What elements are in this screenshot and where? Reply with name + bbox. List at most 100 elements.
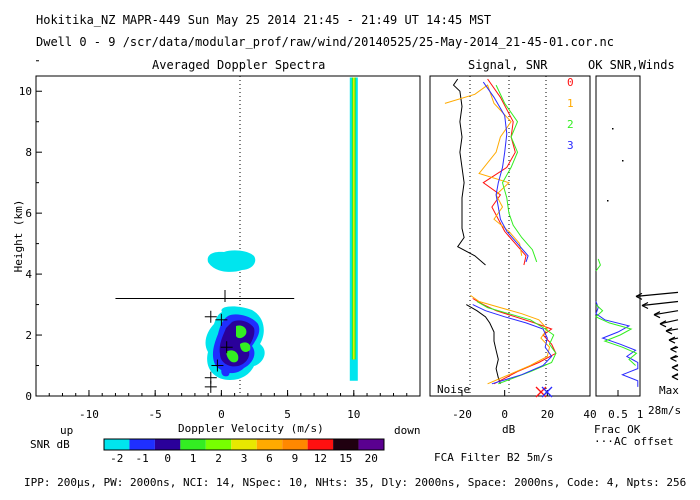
wind-arrow-shaft (653, 310, 679, 316)
spectra-ytick-label: 8 (25, 146, 32, 159)
colorbar-tick-label: -1 (136, 452, 149, 465)
ac-offset-label: AC offset (614, 435, 674, 448)
spectra-xtick-label: 10 (347, 408, 360, 421)
snr-legend-item: 1 (567, 97, 574, 110)
echo-upper-layer (207, 250, 256, 272)
wind-arrow-head (671, 363, 679, 372)
frac-ok-label: Frac OK (594, 423, 641, 436)
wind-arrow-head (635, 292, 643, 300)
snr-title: Signal, SNR (468, 58, 548, 72)
echo-lower-layer (205, 306, 265, 380)
spectra-ytick-label: 4 (25, 268, 32, 281)
frac-ok-a (595, 301, 639, 387)
wind-arrow-head (670, 345, 677, 353)
winds-title: OK SNR,Winds (588, 58, 675, 72)
scatter-dots (607, 128, 624, 202)
colorbar-tick-label: 0 (164, 452, 171, 465)
ok-xtick-label: 1 (637, 408, 644, 421)
snr-xlabel: dB (502, 423, 516, 436)
wind-arrow-head (671, 373, 679, 381)
snr-series (444, 78, 557, 385)
spectra-ylabel: Height (km) (12, 200, 25, 273)
colorbar-swatch (333, 439, 359, 450)
spectra-ytick-label: 0 (25, 390, 32, 403)
wind-arrow-head (653, 311, 661, 319)
spectra-xtick-label: 0 (218, 408, 225, 421)
colorbar-tick-label: 20 (365, 452, 378, 465)
spectra-xtick-label: -5 (149, 408, 162, 421)
wind-arrow-head (670, 354, 677, 362)
wind-arrow-shaft (641, 300, 679, 307)
colorbar-swatch (129, 439, 155, 450)
colorbar-tick-label: 15 (339, 452, 352, 465)
max-value: 28m/s (648, 404, 681, 417)
header-title: Hokitika_NZ MAPR-449 Sun May 25 2014 21:… (36, 13, 491, 27)
snr-x-axis: -20 0 20 40 (452, 390, 597, 421)
footer-params: IPP: 200µs, PW: 2000ns, NCI: 14, NSpec: … (24, 476, 686, 489)
noise-label: Noise (437, 383, 470, 396)
winds-frame (595, 75, 641, 397)
colorbar-swatch (307, 439, 334, 450)
spectra-ytick-label: 10 (19, 85, 32, 98)
colorbar-swatch (154, 439, 181, 450)
wind-vectors (635, 291, 679, 381)
winds-x-axis: 0.5 1 (608, 390, 643, 421)
snr-series-noise (452, 78, 501, 384)
max-label: Max (659, 384, 679, 397)
spectra-x-axis: -10 -5 0 5 10 (48, 390, 408, 421)
snr-xtick-label: 0 (501, 408, 508, 421)
snr-xtick-label: 40 (583, 408, 596, 421)
spectra-title: Averaged Doppler Spectra (152, 58, 325, 72)
spectra-xlabel: Doppler Velocity (m/s) (178, 422, 324, 435)
colorbar-label: SNR dB (30, 438, 70, 451)
colorbar-tick-label: 3 (241, 452, 248, 465)
snr-xtick-label: 20 (541, 408, 554, 421)
spectra-panel: Averaged Doppler Spectra 0 2 4 6 8 10 -10 -5 0 5… (12, 58, 421, 437)
colorbar-tick-label: -2 (110, 452, 123, 465)
wind-arrow-head (641, 301, 649, 310)
colorbar-swatch (282, 439, 308, 450)
colorbar-swatch (104, 439, 130, 450)
snr-series-0 (472, 78, 557, 385)
frac-ok-b (595, 258, 638, 366)
colorbar-tick-label: 2 (215, 452, 222, 465)
snr-series-3 (472, 81, 553, 385)
wind-arrow-head (659, 320, 667, 328)
colorbar-swatch (205, 439, 232, 450)
snr-legend-item: 2 (567, 118, 574, 131)
up-label: up (60, 424, 73, 437)
spectra-xtick-label: -10 (79, 408, 99, 421)
frac-ok-series (595, 258, 639, 387)
filter-label: FCA Filter B2 5m/s (434, 451, 553, 464)
snr-colorbar: SNR dB -2 -1 0 1 2 3 6 9 12 15 20 (30, 438, 385, 465)
snr-series-2 (476, 84, 557, 385)
colorbar-ticks: -2 -1 0 1 2 3 6 9 12 15 20 (110, 452, 378, 465)
colorbar-swatches (103, 438, 385, 451)
header-path: Dwell 0 - 9 /scr/data/modular_prof/raw/w… (36, 35, 614, 49)
ac-offset-marker: ··· (594, 435, 614, 448)
snr-legend-item: 3 (567, 139, 574, 152)
spectra-ytick-label: 2 (25, 329, 32, 342)
noise-column (349, 77, 358, 381)
ok-xtick-label: 0.5 (608, 408, 628, 421)
noise-floor-markers (535, 386, 553, 398)
winds-panel: OK SNR,Winds 0.5 1 Frac OK ··· AC offset … (588, 58, 681, 448)
colorbar-border (103, 438, 385, 451)
spectra-y-axis: 0 2 4 6 8 10 (19, 60, 42, 403)
down-label: down (394, 424, 421, 437)
noise-band-yellow (352, 77, 355, 360)
colorbar-tick-label: 9 (292, 452, 299, 465)
wind-arrow-head (668, 336, 676, 344)
colorbar-swatch (256, 439, 283, 450)
spectral-peak-markers (204, 310, 233, 393)
colorbar-tick-label: 6 (266, 452, 273, 465)
colorbar-tick-label: 1 (190, 452, 197, 465)
spectra-ytick-label: 6 (25, 207, 32, 220)
wind-arrow-shaft (659, 319, 679, 325)
colorbar-tick-label: 12 (314, 452, 327, 465)
colorbar-swatch (358, 439, 384, 450)
snr-xtick-label: -20 (452, 408, 472, 421)
snr-frame (429, 75, 591, 397)
colorbar-swatch (231, 439, 257, 450)
